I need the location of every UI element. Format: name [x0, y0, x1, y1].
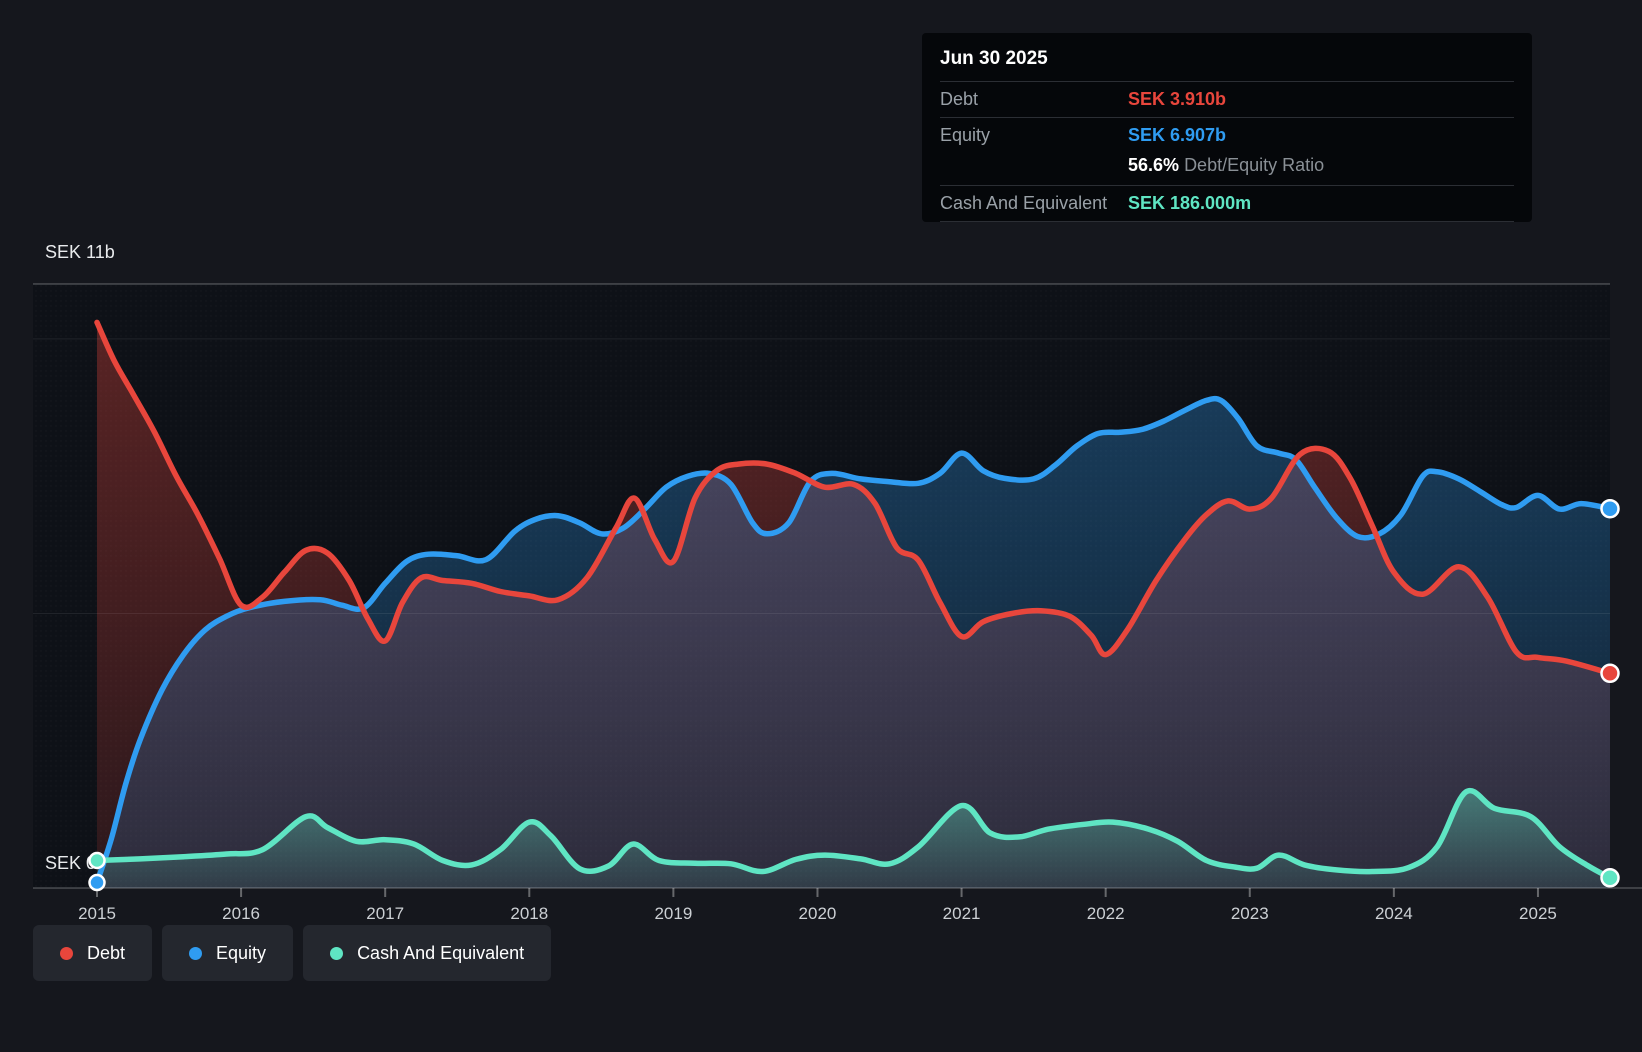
- x-axis-year-label: 2024: [1375, 904, 1413, 923]
- x-axis-year-label: 2019: [654, 904, 692, 923]
- legend-item-cash[interactable]: Cash And Equivalent: [303, 925, 552, 981]
- cash-and-equivalent-start-marker: [88, 851, 106, 870]
- x-axis-year-label: 2017: [366, 904, 404, 923]
- tooltip-debt-value: SEK 3.910b: [1128, 89, 1227, 109]
- tooltip-equity-value: SEK 6.907b: [1128, 125, 1227, 145]
- x-axis-year-label: 2020: [799, 904, 837, 923]
- x-axis-year-label: 2025: [1519, 904, 1557, 923]
- equity-legend-dot-icon: [189, 946, 203, 960]
- tooltip-ratio-label: Debt/Equity Ratio: [1184, 155, 1325, 175]
- equity-area: [97, 398, 1610, 888]
- tooltip-row-debt: Debt SEK 3.910b: [940, 82, 1514, 118]
- cash-and-equivalent-area: [97, 790, 1610, 888]
- legend-item-equity[interactable]: Equity: [162, 925, 294, 981]
- x-axis-year-label: 2016: [222, 904, 260, 923]
- tooltip-ratio-value: 56.6%: [1128, 155, 1180, 175]
- cash-legend-dot-icon: [330, 946, 344, 960]
- tooltip-row-cash: Cash And Equivalent SEK 186.000m: [940, 186, 1514, 222]
- equity-line: [94, 395, 1613, 886]
- equity-endpoint-marker: [1600, 498, 1620, 519]
- cash-and-equivalent-endpoint-marker: [1600, 868, 1620, 888]
- tooltip-ratio-row: 56.6% Debt/Equity Ratio: [1128, 155, 1514, 176]
- x-axis-year-label: 2015: [78, 904, 116, 923]
- y-axis-zero-label: SEK 0: [45, 853, 96, 873]
- x-axis-year-label: 2023: [1231, 904, 1269, 923]
- x-axis-year-label: 2021: [943, 904, 981, 923]
- x-axis-year-label: 2022: [1087, 904, 1125, 923]
- chart-tooltip: Jun 30 2025 Debt SEK 3.910b Equity SEK 6…: [922, 33, 1532, 222]
- legend-item-label: Cash And Equivalent: [357, 942, 525, 963]
- legend-item-label: Debt: [87, 942, 126, 963]
- debt-legend-dot-icon: [60, 946, 73, 960]
- y-axis-max-label: SEK 11b: [45, 242, 115, 262]
- cash-and-equivalent-line: [94, 787, 1613, 881]
- debt-endpoint-marker: [1600, 663, 1620, 684]
- legend-item-label: Equity: [216, 942, 267, 963]
- tooltip-equity-label: Equity: [940, 125, 991, 145]
- legend: Debt Equity Cash And Equivalent: [33, 925, 552, 981]
- legend-item-debt[interactable]: Debt: [33, 925, 153, 981]
- tooltip-cash-label: Cash And Equivalent: [940, 193, 1108, 213]
- tooltip-date: Jun 30 2025: [940, 33, 1514, 82]
- tooltip-debt-label: Debt: [940, 89, 979, 109]
- x-axis-year-label: 2018: [510, 904, 548, 923]
- debt-line: [94, 319, 1613, 677]
- tooltip-cash-value: SEK 186.000m: [1128, 193, 1252, 213]
- equity-start-marker: [88, 873, 106, 892]
- tooltip-row-equity: Equity SEK 6.907b 56.6% Debt/Equity Rati…: [940, 118, 1514, 186]
